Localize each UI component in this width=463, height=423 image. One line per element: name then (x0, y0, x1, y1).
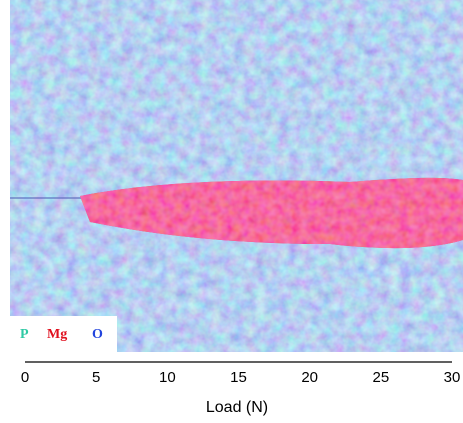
eds-map (10, 0, 463, 352)
x-tick-label: 15 (230, 369, 247, 386)
legend-label: O (92, 327, 103, 342)
x-tick-label: 25 (372, 369, 389, 386)
x-tick-label: 30 (444, 369, 461, 386)
legend-label: Mg (47, 327, 67, 342)
x-tick-label: 5 (92, 369, 100, 386)
x-tick-label: 0 (21, 369, 29, 386)
legend-label: P (20, 327, 29, 342)
x-axis-label: Load (N) (206, 399, 268, 416)
x-tick-label: 10 (159, 369, 176, 386)
x-tick-label: 20 (301, 369, 318, 386)
